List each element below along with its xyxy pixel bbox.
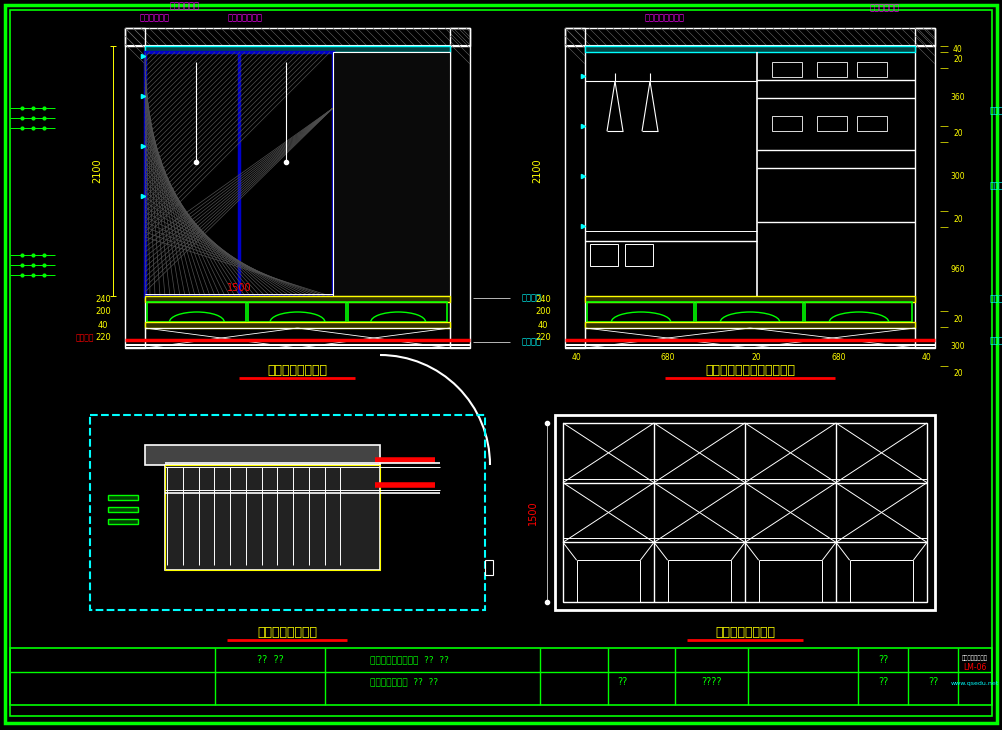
- Text: 移门走道辅门: 移门走道辅门: [140, 13, 170, 23]
- Bar: [585, 46, 915, 52]
- Bar: [333, 52, 450, 296]
- Bar: [145, 52, 333, 296]
- Text: 不锈钢挂衣开关: 不锈钢挂衣开关: [990, 107, 1002, 115]
- Text: 20: 20: [953, 129, 963, 139]
- Text: 300: 300: [951, 172, 965, 181]
- Bar: [247, 302, 347, 322]
- Text: 40: 40: [98, 320, 108, 329]
- Text: 960: 960: [951, 264, 965, 274]
- Text: 小孩房衣柜及榻榻米  ??  ??: 小孩房衣柜及榻榻米 ?? ??: [370, 656, 449, 664]
- Text: 榻榻米内部结构图: 榻榻米内部结构图: [715, 626, 775, 639]
- Bar: [145, 46, 450, 52]
- Bar: [915, 28, 935, 348]
- Text: 20: 20: [953, 369, 963, 378]
- Bar: [108, 495, 138, 500]
- Text: 20: 20: [752, 353, 762, 363]
- Bar: [125, 28, 470, 46]
- Bar: [450, 28, 470, 348]
- Text: 20: 20: [953, 315, 963, 323]
- Text: 齐生设计职业学校: 齐生设计职业学校: [962, 656, 988, 661]
- Text: 小孩房衣柜平面图: 小孩房衣柜平面图: [258, 626, 318, 639]
- Bar: [145, 322, 450, 328]
- Text: 40: 40: [538, 320, 548, 329]
- Bar: [590, 244, 618, 266]
- Text: 家装踢脚: 家装踢脚: [522, 337, 542, 347]
- Text: ????: ????: [701, 677, 722, 687]
- Text: www.qsedu.net: www.qsedu.net: [951, 680, 999, 685]
- Text: 200: 200: [535, 307, 551, 317]
- Bar: [349, 302, 447, 322]
- Bar: [565, 28, 585, 348]
- Text: 680: 680: [660, 353, 674, 363]
- Bar: [565, 28, 935, 46]
- Bar: [165, 465, 380, 570]
- Bar: [147, 302, 245, 322]
- Text: ??: ??: [928, 677, 938, 687]
- Text: 220: 220: [95, 334, 111, 342]
- Bar: [772, 116, 802, 131]
- Text: 20: 20: [953, 55, 963, 64]
- Text: 240: 240: [535, 294, 551, 304]
- Text: 360: 360: [951, 93, 965, 101]
- Bar: [587, 302, 694, 322]
- Text: 1500: 1500: [226, 283, 252, 293]
- Text: 橡胶圆弧合页踢脚: 橡胶圆弧合页踢脚: [645, 13, 685, 23]
- Text: 小孩房衣柜内部结构立面图: 小孩房衣柜内部结构立面图: [705, 364, 795, 377]
- Bar: [90, 415, 485, 610]
- Text: ??: ??: [617, 677, 627, 687]
- Text: 680: 680: [832, 353, 847, 363]
- Bar: [563, 423, 927, 602]
- Text: 40: 40: [953, 45, 963, 53]
- Bar: [145, 445, 380, 465]
- Bar: [145, 328, 450, 348]
- Text: 榻榻米位: 榻榻米位: [76, 334, 94, 342]
- Bar: [108, 507, 138, 512]
- Bar: [10, 648, 992, 705]
- Text: 40: 40: [572, 353, 582, 363]
- Bar: [772, 62, 802, 77]
- Bar: [625, 244, 653, 266]
- Text: 灯光亮管轨道: 灯光亮管轨道: [170, 1, 200, 10]
- Text: 灯光亮管轨道: 灯光亮管轨道: [870, 4, 900, 12]
- Bar: [145, 296, 450, 302]
- Text: 2100: 2100: [532, 158, 542, 183]
- Text: 20: 20: [953, 215, 963, 223]
- Bar: [817, 62, 847, 77]
- Text: 原墙刷白: 原墙刷白: [522, 293, 542, 302]
- Text: ??: ??: [878, 677, 888, 687]
- Text: 2100: 2100: [92, 158, 102, 183]
- Text: ??: ??: [878, 655, 888, 665]
- Bar: [857, 116, 887, 131]
- Text: ??  ??: ?? ??: [257, 655, 284, 665]
- Bar: [125, 28, 145, 348]
- Text: 40: 40: [922, 353, 932, 363]
- Text: LM-06: LM-06: [963, 663, 987, 672]
- Bar: [857, 62, 887, 77]
- Text: 内部结构立面图  ??  ??: 内部结构立面图 ?? ??: [370, 677, 438, 686]
- Text: 220: 220: [535, 334, 551, 342]
- Bar: [165, 465, 380, 570]
- Text: 橡胶圆弧状踢脚: 橡胶圆弧状踢脚: [227, 13, 263, 23]
- Bar: [485, 560, 493, 575]
- Text: 小孩房衣柜立面图: 小孩房衣柜立面图: [268, 364, 328, 377]
- Bar: [585, 296, 915, 302]
- Bar: [585, 328, 915, 348]
- Bar: [108, 519, 138, 524]
- Text: 300: 300: [951, 342, 965, 351]
- Bar: [585, 322, 915, 328]
- Text: 柜内半支顶: 柜内半支顶: [990, 182, 1002, 191]
- Text: 家装踢脚: 家装踢脚: [990, 337, 1002, 345]
- Bar: [555, 415, 935, 610]
- Text: 原墙刷白: 原墙刷白: [990, 294, 1002, 304]
- Bar: [817, 116, 847, 131]
- Text: 200: 200: [95, 307, 111, 317]
- Text: 1500: 1500: [528, 500, 538, 525]
- Text: 240: 240: [95, 294, 111, 304]
- Bar: [696, 302, 803, 322]
- Bar: [805, 302, 912, 322]
